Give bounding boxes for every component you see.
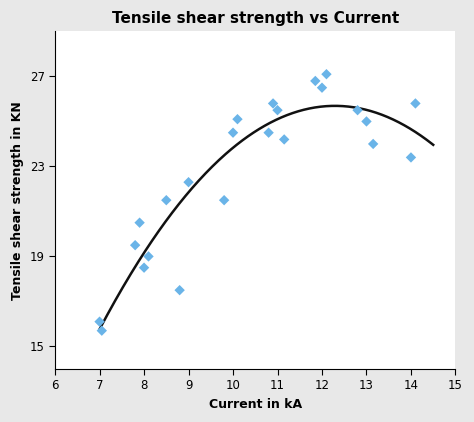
Point (96, 318, 103, 325)
Point (229, 129, 237, 136)
Point (98, 327, 106, 334)
Point (234, 116, 241, 122)
Point (185, 179, 192, 186)
Title: Tensile shear strength vs Current: Tensile shear strength vs Current (112, 11, 399, 26)
Point (273, 107, 281, 114)
Point (354, 107, 361, 114)
Y-axis label: Tensile shear strength in KN: Tensile shear strength in KN (11, 101, 24, 300)
Point (140, 264, 148, 271)
Point (318, 84, 326, 91)
Point (145, 253, 152, 260)
Point (369, 141, 377, 147)
Point (281, 136, 288, 143)
Point (163, 197, 170, 203)
Point (269, 100, 277, 107)
Point (265, 129, 273, 136)
Point (220, 197, 228, 203)
Point (311, 78, 319, 84)
Point (131, 242, 139, 249)
Point (136, 219, 144, 226)
Point (176, 287, 183, 294)
Point (407, 154, 415, 161)
X-axis label: Current in kA: Current in kA (209, 398, 302, 411)
Point (323, 71, 330, 78)
Point (363, 118, 370, 125)
Point (411, 100, 419, 107)
